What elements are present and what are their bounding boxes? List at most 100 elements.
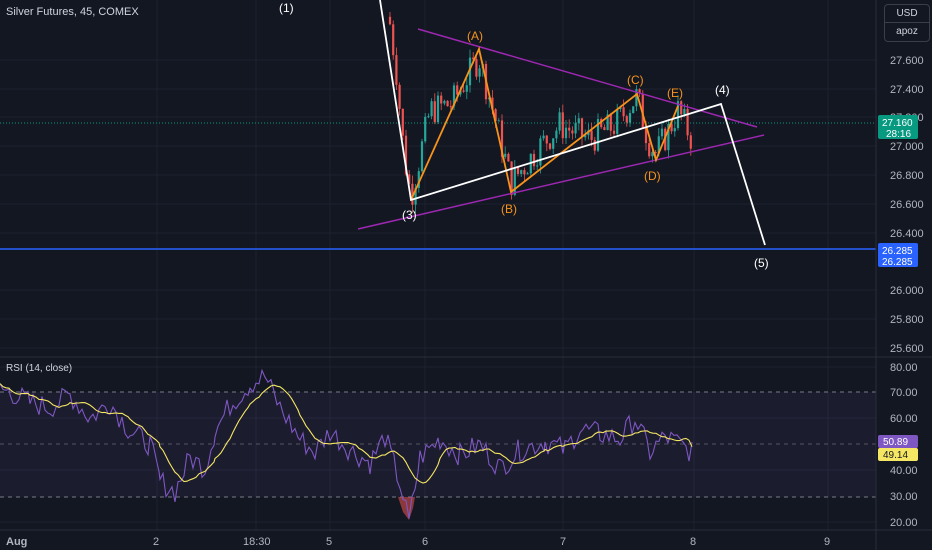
countdown-value: 28:16 (886, 129, 911, 140)
rsi-tick: 60.00 (890, 413, 918, 425)
grid (0, 0, 876, 530)
rsi-pane (0, 368, 876, 520)
candle-body (628, 113, 632, 123)
candle-body (420, 141, 424, 172)
wave-label-e: (E) (667, 86, 683, 100)
candle-body (539, 138, 542, 166)
candle-body (475, 59, 478, 77)
candle-body (689, 135, 692, 149)
time-label: 7 (560, 536, 566, 548)
candle-body (596, 119, 600, 151)
price-axis[interactable]: 27.600 27.400 27.200 27.000 26.800 26.60… (890, 55, 924, 355)
candle-body (532, 153, 536, 167)
candle-body (440, 95, 443, 104)
candle-body (561, 112, 564, 139)
candle-body (667, 124, 670, 151)
last-price-value: 27.160 (882, 118, 913, 129)
candle-body (638, 89, 641, 94)
rsi-tick: 40.00 (890, 465, 918, 477)
candle-body (641, 93, 644, 128)
candle-body (676, 101, 680, 129)
candle-body (580, 118, 584, 138)
candle-body (504, 153, 507, 157)
wave-label-4: (4) (715, 83, 730, 97)
triangle-lower-line[interactable] (357, 134, 765, 230)
unit-label: apoz (885, 22, 929, 40)
candle-body (446, 100, 449, 107)
rsi-axis[interactable]: 80.00 70.00 60.00 40.00 30.00 20.00 (890, 362, 918, 529)
rsi-ma-value-badge: 49.14 (878, 448, 918, 461)
candle-body (686, 108, 689, 136)
candle-body (433, 101, 436, 123)
candle-body (593, 140, 596, 151)
candle-body (609, 114, 612, 131)
candle-body (500, 120, 504, 157)
rsi-tick: 80.00 (890, 362, 918, 374)
candle-body (600, 119, 603, 128)
wave-labels: (1) (3) (4) (5) (A) (B) (C) (D) (E) (279, 1, 769, 270)
impulse-wave[interactable] (379, 0, 766, 246)
candle-body (606, 114, 609, 131)
candle-body (564, 127, 568, 139)
triangle-upper-line[interactable] (417, 28, 758, 128)
price-tick: 26.000 (890, 285, 924, 297)
wave-label-d: (D) (644, 169, 661, 183)
candle-body (619, 107, 622, 110)
price-tick: 27.600 (890, 55, 924, 67)
candle-body (612, 130, 616, 134)
price-tick: 25.600 (890, 343, 924, 355)
candle-body (568, 127, 571, 131)
candle-body (491, 97, 494, 110)
candle-body (443, 100, 446, 104)
price-tick: 26.600 (890, 199, 924, 211)
candle-body (430, 101, 433, 117)
candle-body (536, 165, 539, 167)
candle-body (456, 85, 459, 95)
candle-body (545, 135, 548, 144)
candle-body (427, 116, 430, 118)
candle-body (398, 84, 401, 109)
time-label: 8 (690, 536, 696, 548)
candle-body (657, 136, 660, 154)
time-axis[interactable]: Aug 2 18:30 5 6 7 8 9 (6, 536, 830, 548)
candle-body (654, 152, 657, 154)
last-price-badge: 27.160 28:16 (878, 115, 918, 140)
wave-label-a: (A) (467, 29, 483, 43)
candle-body (644, 127, 648, 144)
currency-unit-selector[interactable]: USD apoz (884, 4, 930, 42)
candle-body (507, 153, 510, 162)
candle-body (552, 138, 555, 149)
symbol-title[interactable]: Silver Futures, 45, COMEX (6, 6, 139, 18)
currency-label: USD (896, 8, 918, 19)
candle-body (603, 127, 606, 131)
candle-body (417, 171, 420, 188)
price-tick: 27.400 (890, 84, 924, 96)
candle-body (516, 167, 520, 174)
candle-body (673, 128, 676, 132)
candle-body (424, 116, 427, 142)
rsi-tick: 70.00 (890, 387, 918, 399)
time-label: 2 (153, 536, 159, 548)
price-tick: 26.400 (890, 228, 924, 240)
level-price-value-a: 26.285 (882, 246, 913, 257)
candle-body (660, 128, 664, 137)
candle-body (436, 95, 440, 123)
rsi-ma-line[interactable] (0, 383, 693, 484)
candle-body (622, 107, 625, 117)
candle-body (584, 135, 587, 138)
candle-body (526, 173, 529, 175)
candle-body (632, 106, 635, 114)
candle-body (574, 123, 577, 134)
level-price-value-b: 26.285 (882, 257, 913, 268)
rsi-line[interactable] (0, 368, 693, 519)
candle-body (680, 101, 683, 115)
candle-body (571, 130, 574, 134)
candle-body (651, 152, 654, 157)
abcde-wave[interactable] (410, 46, 679, 201)
candle-body (513, 167, 516, 195)
rsi-title[interactable]: RSI (14, close) (6, 363, 73, 374)
candle-body (414, 187, 417, 205)
candle-body (408, 174, 411, 184)
time-label: Aug (6, 536, 27, 548)
wave-label-1: (1) (279, 1, 294, 15)
